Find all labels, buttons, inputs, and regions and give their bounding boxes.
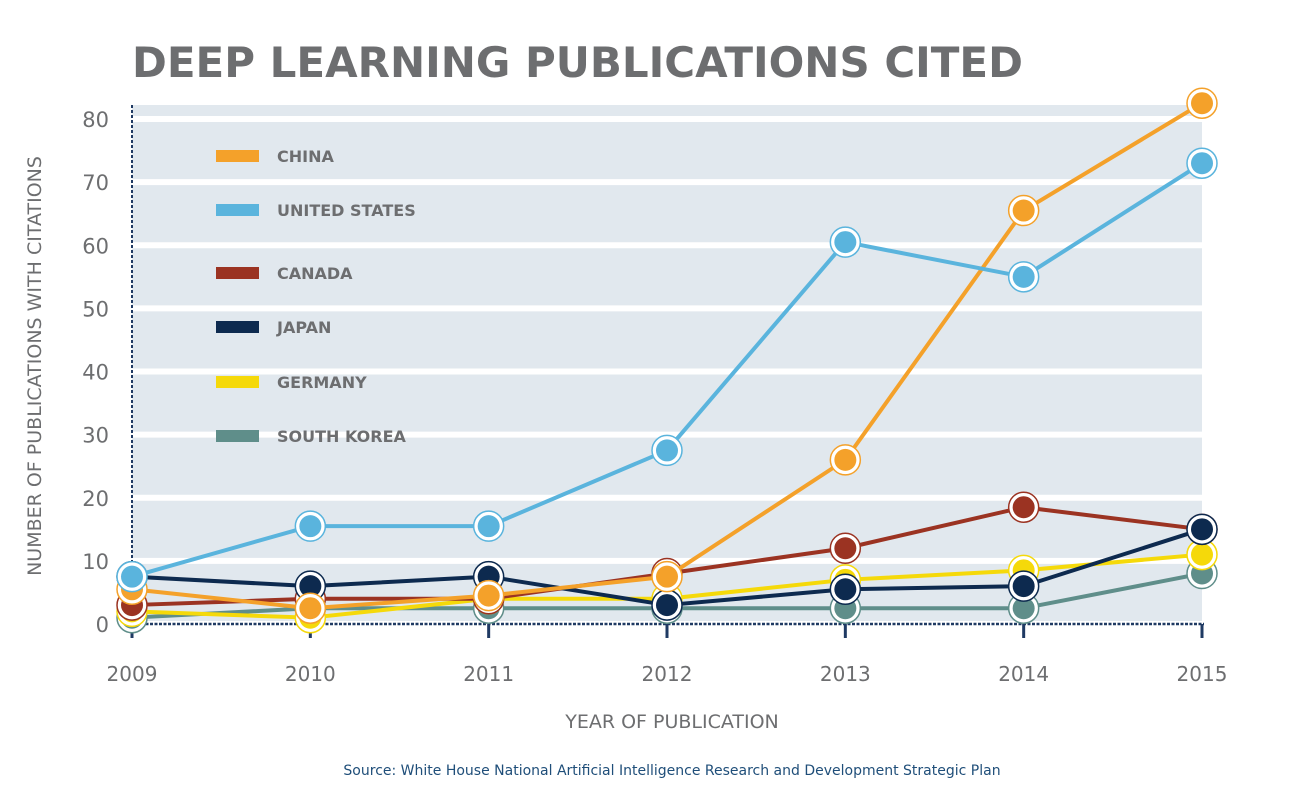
y-tick-label: 60 (82, 234, 109, 258)
y-tick-label: 20 (82, 487, 109, 511)
y-tick-label: 40 (82, 361, 109, 385)
data-point (834, 578, 857, 601)
x-tick-label: 2012 (642, 662, 693, 686)
legend-swatch (216, 376, 259, 388)
legend-swatch (216, 321, 259, 333)
legend-label: CHINA (277, 147, 334, 166)
grid-band (132, 122, 1202, 180)
y-tick-label: 30 (82, 424, 109, 448)
legend-label: GERMANY (277, 373, 367, 392)
data-point (299, 597, 322, 620)
data-point (477, 515, 500, 538)
data-point (1191, 152, 1213, 175)
legend-label: SOUTH KOREA (277, 427, 407, 446)
y-axis-title: NUMBER OF PUBLICATIONS WITH CITATIONS (24, 156, 46, 576)
x-axis-title: YEAR OF PUBLICATION (564, 711, 779, 733)
x-tick-label: 2009 (107, 662, 158, 686)
grid-band (132, 311, 1202, 369)
y-tick-label: 70 (82, 171, 109, 195)
legend-swatch (216, 150, 259, 162)
chart-title: DEEP LEARNING PUBLICATIONS CITED (132, 38, 1023, 87)
series-united-states (116, 147, 1218, 593)
grid-band (132, 105, 1202, 116)
y-tick-label: 0 (96, 613, 109, 637)
legend: CHINA UNITED STATES CANADA JAPAN GERMANY SOUT… (216, 147, 416, 446)
data-point (1012, 597, 1035, 620)
data-point (1191, 543, 1213, 566)
legend-swatch (216, 430, 259, 442)
data-point (1012, 496, 1035, 519)
data-point (656, 565, 678, 588)
data-point (656, 594, 678, 617)
y-tick-label: 80 (82, 108, 109, 132)
data-point (477, 584, 500, 607)
legend-label: CANADA (277, 264, 353, 283)
series-group (116, 87, 1218, 634)
x-tick-labels: 2009 2010 2011 2012 2013 2014 2015 (107, 662, 1228, 686)
x-tick-label: 2010 (285, 662, 336, 686)
data-point (834, 537, 857, 560)
data-point (299, 515, 322, 538)
x-tick-label: 2013 (820, 662, 871, 686)
source-note: Source: White House National Artificial … (343, 763, 1000, 779)
data-point (1012, 575, 1035, 598)
legend-swatch (216, 267, 259, 279)
y-tick-label: 10 (82, 550, 109, 574)
data-point (1191, 518, 1213, 541)
y-tick-labels: 0 10 20 30 40 50 60 70 80 (82, 108, 109, 637)
data-point (1012, 265, 1035, 288)
legend-label: JAPAN (276, 318, 331, 337)
legend-label: UNITED STATES (277, 201, 416, 220)
data-point (834, 231, 857, 254)
data-point (1012, 199, 1035, 222)
data-point (1191, 92, 1213, 115)
data-point (656, 439, 678, 462)
legend-swatch (216, 204, 259, 216)
grid-band (132, 374, 1202, 432)
x-tick-label: 2011 (463, 662, 514, 686)
y-tick-label: 50 (82, 297, 109, 321)
data-point (299, 575, 322, 598)
grid-bands (132, 105, 1202, 621)
data-point (834, 448, 857, 471)
x-tick-label: 2015 (1177, 662, 1228, 686)
data-point (121, 565, 143, 588)
x-tick-label: 2014 (998, 662, 1049, 686)
